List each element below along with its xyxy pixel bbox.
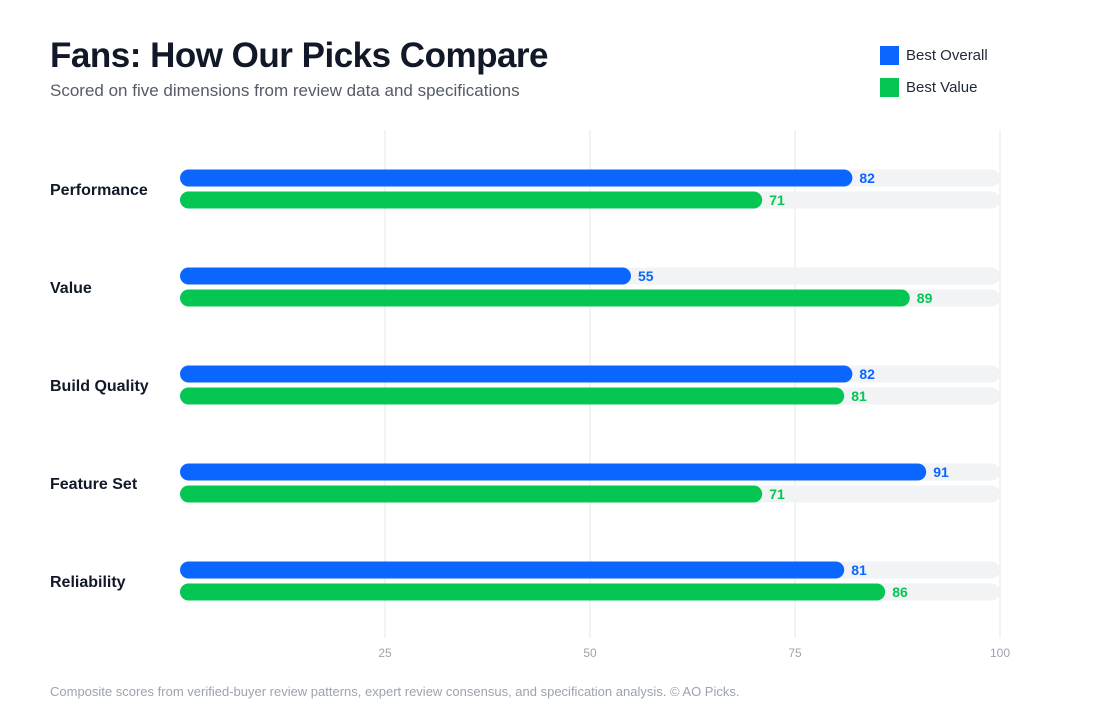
bar-value-label: 81 — [851, 388, 867, 404]
legend-label-best-overall: Best Overall — [906, 46, 988, 64]
bar — [180, 583, 886, 601]
bar — [180, 485, 763, 503]
bar-value-label: 81 — [851, 562, 867, 578]
bar-value-label: 82 — [859, 170, 875, 186]
bar — [180, 169, 853, 187]
bar-value-label: 89 — [917, 290, 933, 306]
category-label: Performance — [50, 182, 148, 199]
legend-item-best-value: Best Value — [880, 77, 988, 97]
bar-value-label: 91 — [933, 464, 949, 480]
bar — [180, 387, 845, 405]
x-tick-label: 25 — [378, 646, 392, 660]
category-label: Build Quality — [50, 378, 149, 395]
category-label: Value — [50, 280, 92, 297]
bar — [180, 267, 631, 285]
bar — [180, 191, 763, 209]
bar-value-label: 71 — [769, 192, 785, 208]
bar-value-label: 55 — [638, 268, 654, 284]
chart-title: Fans: How Our Picks Compare — [50, 36, 549, 75]
bar-value-label: 86 — [892, 584, 908, 600]
x-tick-label: 50 — [583, 646, 597, 660]
category-label: Feature Set — [50, 476, 138, 493]
x-tick-label: 75 — [788, 646, 802, 660]
bar — [180, 463, 927, 481]
bar-value-label: 71 — [769, 486, 785, 502]
legend-swatch-best-value — [880, 77, 899, 97]
footnote: Composite scores from verified-buyer rev… — [50, 684, 740, 699]
x-tick-label: 100 — [990, 646, 1010, 660]
legend: Best Overall Best Value — [880, 45, 988, 109]
bar-value-label: 82 — [859, 366, 875, 382]
legend-label-best-value: Best Value — [906, 78, 978, 96]
legend-swatch-best-overall — [880, 45, 899, 65]
bar — [180, 289, 910, 307]
chart-subtitle: Scored on five dimensions from review da… — [50, 81, 520, 100]
category-label: Reliability — [50, 574, 126, 591]
bar — [180, 365, 853, 383]
bar — [180, 561, 845, 579]
legend-item-best-overall: Best Overall — [880, 45, 988, 65]
